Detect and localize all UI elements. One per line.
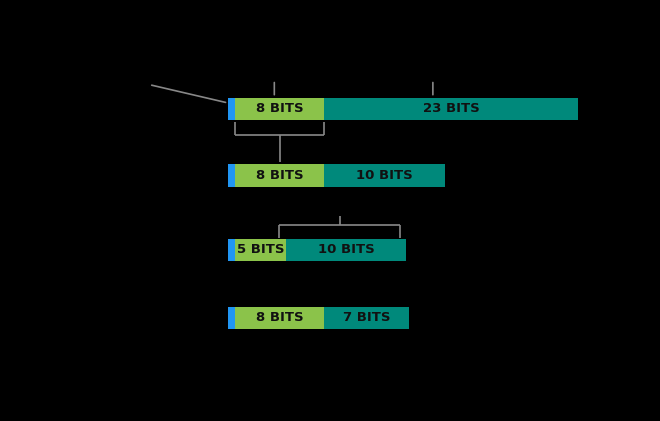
Text: 10 BITS: 10 BITS: [356, 169, 413, 182]
Bar: [228, 164, 235, 187]
Text: 10 BITS: 10 BITS: [318, 243, 375, 256]
Bar: [228, 239, 235, 261]
Bar: [228, 306, 235, 329]
Bar: [235, 98, 325, 120]
Bar: [325, 164, 445, 187]
Text: 8 BITS: 8 BITS: [256, 312, 304, 325]
Bar: [235, 164, 325, 187]
Bar: [286, 239, 407, 261]
Text: 23 BITS: 23 BITS: [422, 102, 479, 115]
Text: 5 BITS: 5 BITS: [237, 243, 284, 256]
Bar: [235, 239, 286, 261]
Bar: [325, 306, 409, 329]
Bar: [228, 98, 235, 120]
Bar: [325, 98, 578, 120]
Text: 7 BITS: 7 BITS: [343, 312, 390, 325]
Text: 8 BITS: 8 BITS: [256, 169, 304, 182]
Bar: [235, 306, 325, 329]
Text: 8 BITS: 8 BITS: [256, 102, 304, 115]
